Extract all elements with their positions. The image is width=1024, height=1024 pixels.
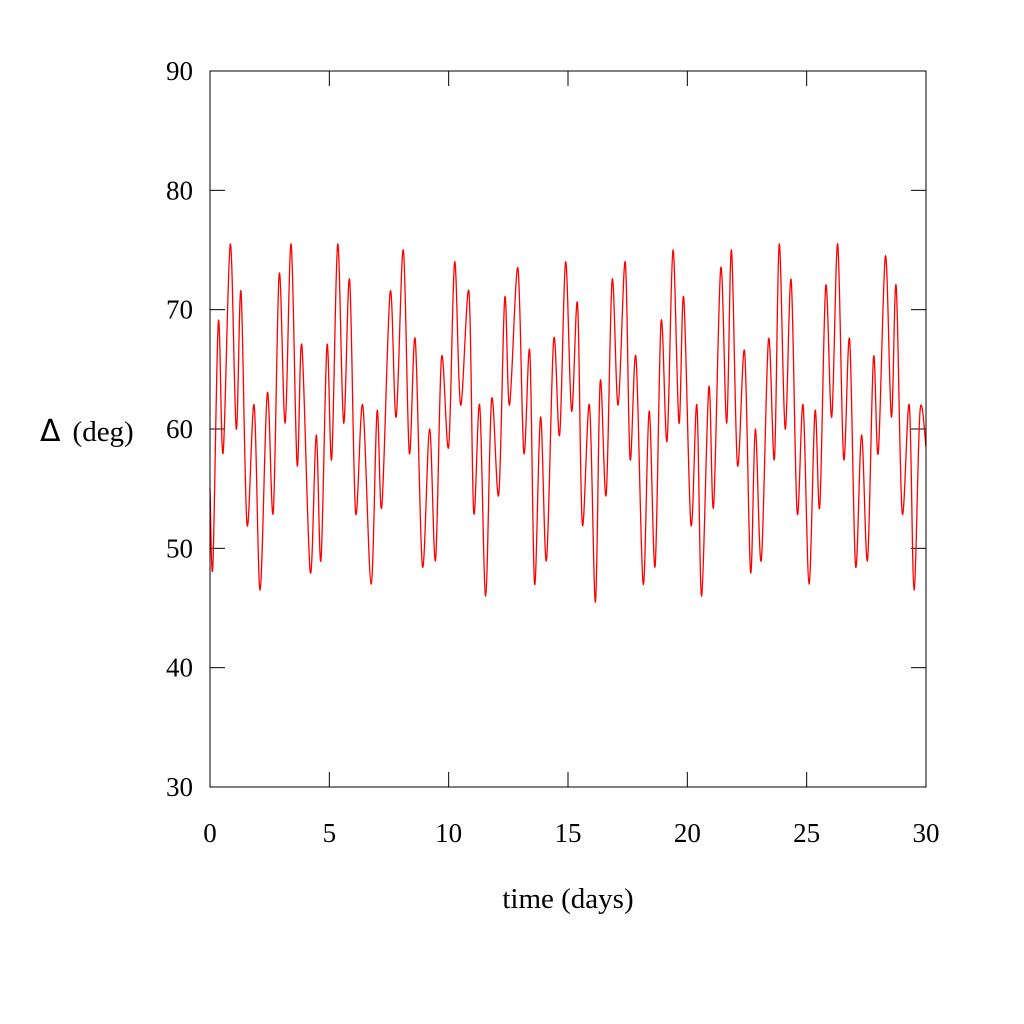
y-tick-label: 50: [166, 533, 193, 563]
y-tick-label: 70: [166, 295, 193, 325]
y-tick-label: 90: [166, 56, 193, 86]
y-tick-label: 30: [166, 772, 193, 802]
y-axis-symbol: Δ: [40, 414, 61, 449]
y-axis-unit: (deg): [73, 416, 134, 448]
y-tick-label: 60: [166, 414, 193, 444]
tick-labels: 0 5 10 15 20 25 30 30 40 50 60 70 80 90: [166, 56, 940, 848]
x-tick-label: 10: [435, 818, 462, 848]
x-tick-label: 20: [674, 818, 701, 848]
y-axis-title: Δ (deg): [40, 414, 134, 449]
x-tick-label: 0: [203, 818, 217, 848]
x-axis-title: time (days): [502, 883, 633, 915]
y-tick-label: 80: [166, 175, 193, 205]
plot-frame: [209, 70, 927, 788]
series-line-delta: [209, 243, 927, 603]
plot-area: [209, 243, 927, 603]
x-tick-label: 15: [555, 818, 582, 848]
y-tick-label: 40: [166, 653, 193, 683]
x-tick-label: 25: [793, 818, 820, 848]
x-tick-label: 5: [323, 818, 337, 848]
x-tick-label: 30: [913, 818, 940, 848]
